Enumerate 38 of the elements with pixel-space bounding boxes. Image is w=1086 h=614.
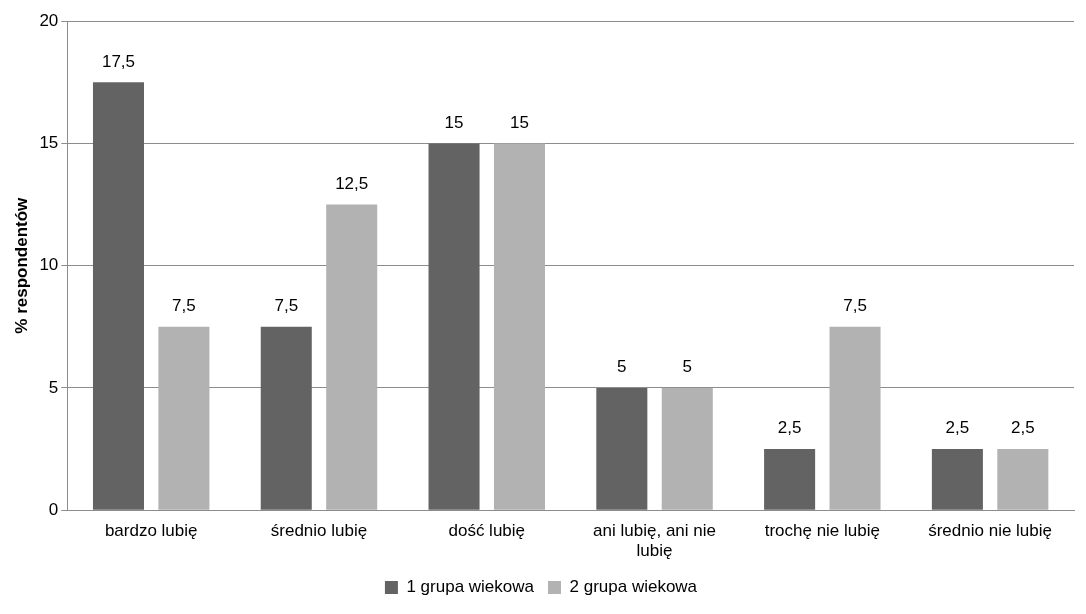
data-label: 5 bbox=[682, 357, 692, 377]
bar bbox=[92, 82, 144, 510]
legend-label: 1 grupa wiekowa bbox=[406, 577, 535, 597]
bar bbox=[829, 326, 881, 510]
bar bbox=[158, 326, 210, 510]
bar bbox=[764, 449, 816, 510]
data-label: 2,5 bbox=[945, 418, 970, 438]
data-label: 5 bbox=[617, 357, 627, 377]
data-label: 7,5 bbox=[274, 296, 299, 316]
bar bbox=[661, 387, 713, 510]
y-tick-label: 15 bbox=[39, 133, 59, 153]
bar bbox=[493, 143, 545, 510]
x-tick-label: trochę nie lubię bbox=[764, 521, 880, 541]
data-label: 12,5 bbox=[335, 173, 369, 193]
y-tick-label: 10 bbox=[39, 255, 59, 275]
bar bbox=[326, 204, 378, 510]
bar bbox=[931, 449, 983, 510]
y-tick-label: 20 bbox=[39, 10, 59, 30]
data-label: 17,5 bbox=[101, 51, 136, 71]
x-tick-label: średnio lubię bbox=[270, 521, 368, 541]
x-tick-label: średnio nie lubię bbox=[928, 521, 1053, 541]
data-label: 7,5 bbox=[843, 296, 867, 316]
x-tick-label: ani lubię, ani nie lubię bbox=[593, 521, 716, 561]
bar bbox=[428, 143, 480, 510]
data-label: 2,5 bbox=[1011, 418, 1035, 438]
x-tick-label: dość lubię bbox=[448, 521, 526, 541]
bar bbox=[997, 449, 1049, 510]
data-label: 15 bbox=[444, 112, 464, 132]
legend-label: 2 grupa wiekowa bbox=[569, 577, 698, 597]
data-label: 15 bbox=[510, 112, 529, 132]
data-label: 7,5 bbox=[172, 296, 196, 316]
y-axis-title: % respondentów bbox=[11, 196, 31, 334]
bar bbox=[260, 326, 312, 510]
y-tick-label: 5 bbox=[48, 377, 59, 397]
y-tick-label: 0 bbox=[48, 499, 59, 519]
x-tick-label: bardzo lubię bbox=[104, 521, 198, 541]
bar bbox=[596, 387, 648, 510]
data-label: 2,5 bbox=[777, 418, 802, 438]
